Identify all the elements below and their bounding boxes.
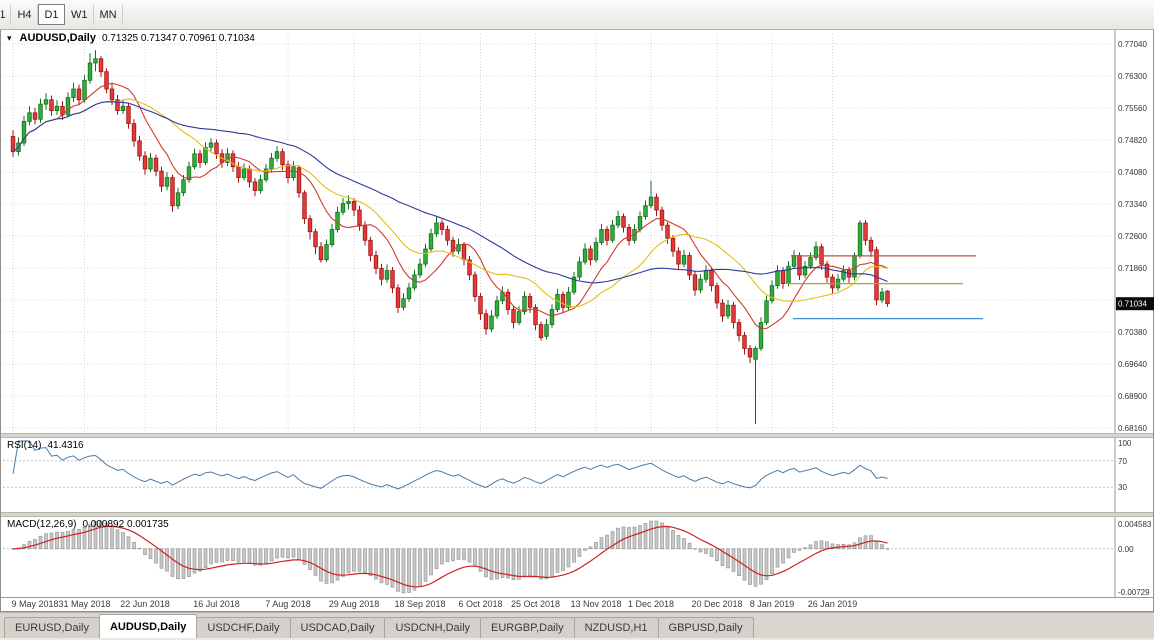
macd-indicator-label: MACD(12,26,9)	[7, 519, 77, 530]
price-chart-canvas[interactable]: 0.77040 0.76300 0.75560 0.74820 0.74080 0.733…	[1, 30, 1154, 433]
svg-text:0.00: 0.00	[1118, 545, 1134, 554]
svg-text:0.75560: 0.75560	[1118, 104, 1147, 113]
svg-text:0.004583: 0.004583	[1118, 520, 1152, 529]
chart-tab-usdcnh-daily[interactable]: USDCNH,Daily	[384, 617, 482, 638]
svg-text:70: 70	[1118, 457, 1127, 466]
date-label: 7 Aug 2018	[265, 599, 311, 609]
svg-text:0.73340: 0.73340	[1118, 200, 1147, 209]
chart-tab-usdchf-daily[interactable]: USDCHF,Daily	[196, 617, 291, 638]
timeframe-button-partial[interactable]: H1	[0, 4, 11, 25]
price-scale[interactable]: 0.77040 0.76300 0.75560 0.74820 0.74080 0.733…	[1114, 30, 1147, 433]
timeframe-button-w1[interactable]: W1	[65, 4, 94, 25]
svg-text:0.74080: 0.74080	[1118, 168, 1147, 177]
svg-text:0.71860: 0.71860	[1118, 264, 1147, 273]
svg-text:0.72600: 0.72600	[1118, 232, 1147, 241]
date-label: 22 Jun 2018	[120, 599, 170, 609]
date-label: 1 Dec 2018	[627, 599, 675, 609]
macd-histogram	[11, 520, 890, 594]
chart-tab-eurusd-daily[interactable]: EURUSD,Daily	[4, 617, 100, 638]
svg-text:0.70380: 0.70380	[1118, 328, 1147, 337]
rsi-line	[12, 440, 888, 490]
date-label: 20 Dec 2018	[691, 599, 743, 609]
rsi-panel: 100 70 30 RSI(14) 41.4316	[1, 438, 1153, 512]
current-price-badge: 0.71034	[1116, 297, 1154, 311]
date-label: 18 Sep 2018	[394, 599, 446, 609]
macd-scale[interactable]: 0.004583 0.00 -0.00729	[1114, 517, 1152, 597]
timeframe-button-mn[interactable]: MN	[94, 4, 123, 25]
macd-current-values: 0.000892 0.001735	[82, 519, 169, 530]
macd-panel: 0.004583 0.00 -0.00729 MACD(12,26,9) 0.000…	[1, 517, 1153, 597]
date-label: 29 Aug 2018	[328, 599, 380, 609]
date-label: 31 May 2018	[58, 599, 111, 609]
rsi-indicator-label: RSI(14)	[7, 440, 42, 451]
symbol-period-label: AUDUSD,Daily	[19, 32, 96, 44]
time-axis[interactable]: 9 May 2018 31 May 2018 22 Jun 2018 16 Jul 2…	[1, 597, 1153, 611]
date-label: 13 Nov 2018	[570, 599, 622, 609]
macd-title: MACD(12,26,9) 0.000892 0.001735	[7, 519, 169, 530]
svg-text:100: 100	[1118, 439, 1132, 448]
timeframe-button-d1[interactable]: D1	[38, 4, 65, 25]
svg-text:-0.00729: -0.00729	[1118, 588, 1150, 597]
svg-text:0.68900: 0.68900	[1118, 392, 1147, 401]
rsi-current-value: 41.4316	[47, 440, 84, 451]
chart-tabs-bar: EURUSD,Daily AUDUSD,Daily USDCHF,Daily USDC…	[0, 612, 1154, 638]
svg-text:0.74820: 0.74820	[1118, 136, 1147, 145]
timeframe-button-h4[interactable]: H4	[11, 4, 38, 25]
svg-text:0.77040: 0.77040	[1118, 40, 1147, 49]
rsi-splitter[interactable]	[1, 433, 1153, 438]
chart-dropdown-icon: ▾	[7, 33, 12, 43]
horizontal-trendlines[interactable]	[787, 255, 983, 320]
svg-text:0.76300: 0.76300	[1118, 72, 1147, 81]
svg-text:0.69640: 0.69640	[1118, 360, 1147, 369]
chart-window: 0.77040 0.76300 0.75560 0.74820 0.74080 0.733…	[0, 30, 1154, 612]
grid	[3, 34, 1113, 432]
macd-splitter[interactable]	[1, 512, 1153, 517]
chart-tab-eurgbp-daily[interactable]: EURGBP,Daily	[480, 617, 575, 638]
ohlc-values: 0.71325 0.71347 0.70961 0.71034	[101, 33, 255, 44]
macd-signal-line	[12, 525, 888, 588]
svg-text:0.71034: 0.71034	[1118, 300, 1147, 309]
date-label: 8 Jan 2019	[749, 599, 795, 609]
chart-tab-nzdusd-h1[interactable]: NZDUSD,H1	[573, 617, 659, 638]
candles	[10, 50, 890, 425]
chart-tab-gbpusd-daily[interactable]: GBPUSD,Daily	[657, 617, 754, 638]
chart-tab-usdcad-daily[interactable]: USDCAD,Daily	[289, 617, 386, 638]
rsi-levels: 100 70 30	[3, 439, 1132, 492]
date-label: 6 Oct 2018	[458, 599, 503, 609]
chart-tab-audusd-daily[interactable]: AUDUSD,Daily	[98, 614, 198, 638]
chart-title: ▾ AUDUSD,Daily 0.71325 0.71347 0.70961 0…	[7, 32, 255, 44]
date-label: 9 May 2018	[11, 599, 59, 609]
moving-averages	[12, 82, 888, 330]
rsi-canvas[interactable]: 100 70 30	[1, 438, 1154, 512]
macd-canvas[interactable]: 0.004583 0.00 -0.00729	[1, 517, 1154, 597]
timeframe-toolbar: H1H4D1W1MN	[0, 0, 1154, 30]
date-label: 16 Jul 2018	[193, 599, 240, 609]
rsi-title: RSI(14) 41.4316	[7, 440, 84, 451]
date-label: 26 Jan 2019	[807, 599, 858, 609]
svg-text:30: 30	[1118, 483, 1127, 492]
date-label: 25 Oct 2018	[510, 599, 561, 609]
main-chart-panel: 0.77040 0.76300 0.75560 0.74820 0.74080 0.733…	[1, 30, 1154, 433]
svg-text:0.68160: 0.68160	[1118, 424, 1147, 433]
